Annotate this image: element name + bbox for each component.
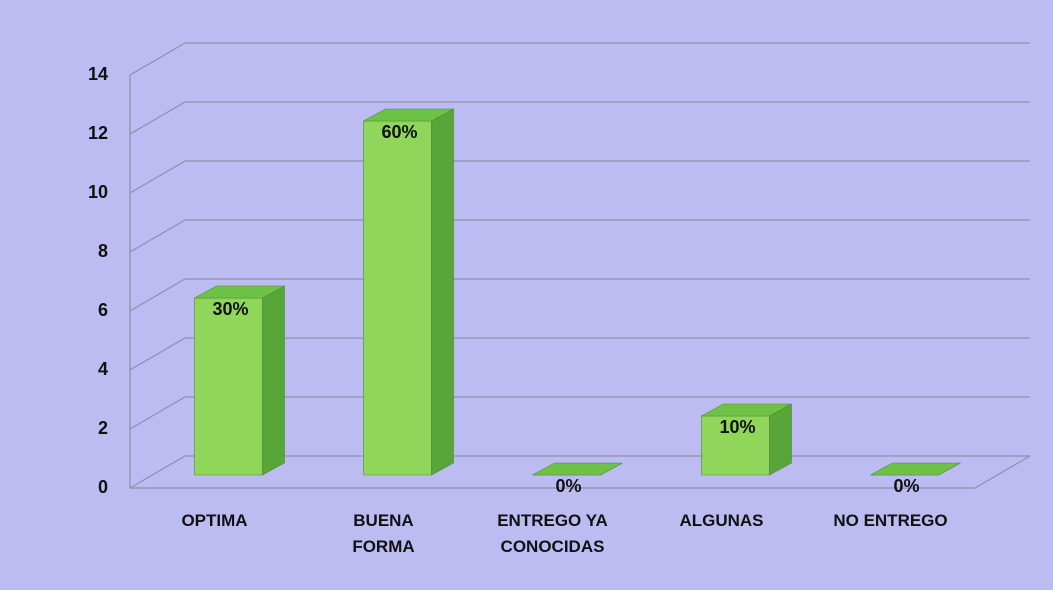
bar [870, 462, 961, 476]
y-tick-label: 10 [88, 182, 108, 202]
bar-front [194, 297, 263, 476]
bar [532, 462, 623, 476]
bar-top [870, 462, 961, 476]
y-tick-label: 12 [88, 123, 108, 143]
data-label: 0% [555, 476, 581, 496]
data-label: 60% [381, 122, 417, 142]
bar-top [363, 108, 454, 122]
bar-top [701, 403, 792, 417]
grid-line [129, 42, 1030, 76]
y-tick-label: 8 [98, 241, 108, 261]
y-tick-label: 0 [98, 477, 108, 497]
grid-line [129, 160, 1030, 194]
grid-line [129, 278, 1030, 312]
y-tick-label: 4 [98, 359, 108, 379]
grid-line [129, 396, 1030, 430]
data-label: 30% [212, 299, 248, 319]
x-tick-label: OPTIMA [181, 511, 248, 530]
bar [701, 403, 792, 476]
x-tick-label: ENTREGO YA CONOCIDAS [497, 511, 608, 556]
y-tick-label: 2 [98, 418, 108, 438]
x-tick-label: BUENA FORMA [352, 511, 415, 556]
data-label: 10% [719, 417, 755, 437]
bar-side [431, 108, 454, 476]
grid-line [129, 219, 1030, 253]
bar-top [532, 462, 623, 476]
bar [363, 108, 454, 476]
floor-edge [974, 455, 1031, 489]
y-tick-label: 6 [98, 300, 108, 320]
x-tick-label: ALGUNAS [679, 511, 764, 530]
bar-top [194, 285, 285, 299]
bar-side [769, 403, 792, 476]
grid-line [129, 101, 1030, 135]
x-tick-label: NO ENTREGO [833, 511, 948, 530]
bar-side [262, 285, 285, 476]
y-tick-label: 14 [88, 64, 108, 84]
grid-line [129, 337, 1030, 371]
bar [194, 285, 285, 476]
bar-front [363, 120, 432, 476]
data-label: 0% [893, 476, 919, 496]
